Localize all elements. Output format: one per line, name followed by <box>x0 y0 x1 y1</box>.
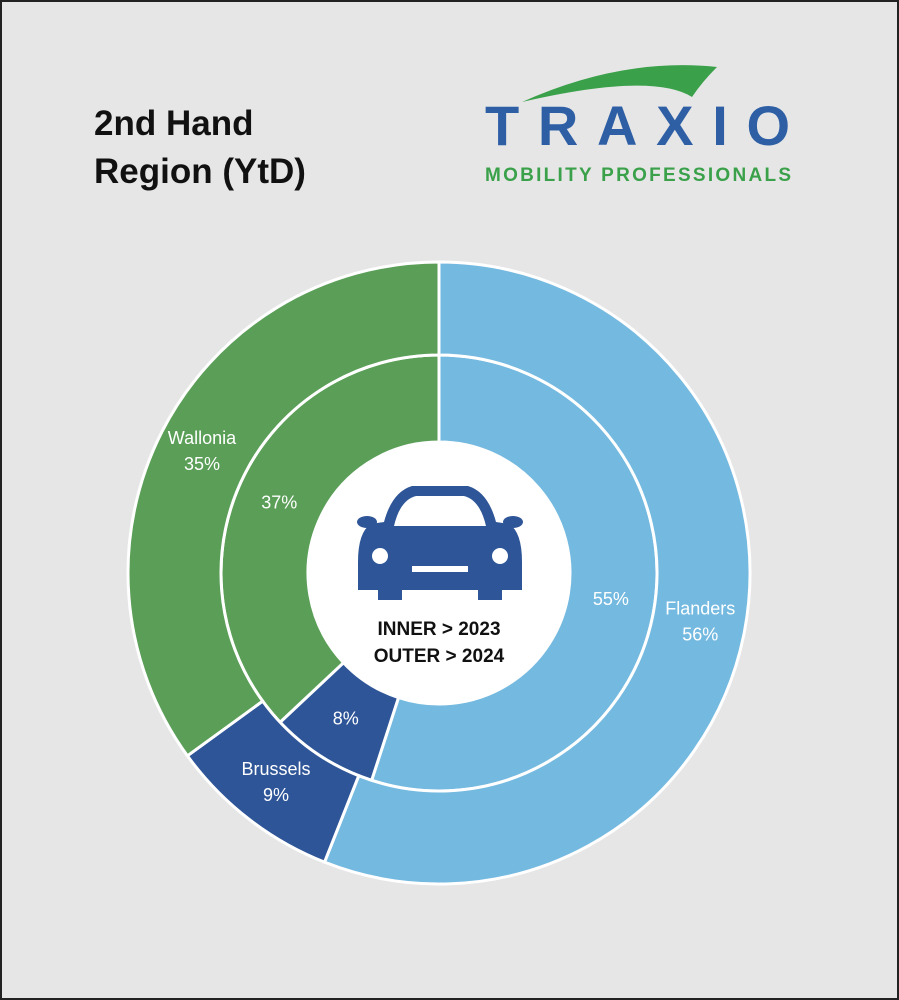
logo: TRAXIO MOBILITY PROFESSIONALS <box>485 65 791 186</box>
donut-segment <box>322 260 752 886</box>
chart-title: 2nd Hand Region (YtD) <box>94 104 306 191</box>
donut: 55% 8% 37% Flanders 56% Brussels 9% Wallonia 35% <box>126 260 752 886</box>
value-label: 55% <box>593 589 629 609</box>
logo-tagline: MOBILITY PROFESSIONALS <box>485 165 791 186</box>
value-label: 35% <box>184 454 220 474</box>
logo-swoosh <box>522 65 717 102</box>
segment-name: Wallonia <box>168 428 237 448</box>
value-label: 9% <box>263 785 289 805</box>
legend-entry: OUTER > 2024 <box>374 646 505 667</box>
car-icon <box>357 486 523 600</box>
value-label: 37% <box>261 493 297 513</box>
value-label: 56% <box>682 625 718 645</box>
segment-name: Flanders <box>665 599 735 619</box>
segment-name: Brussels <box>241 759 310 779</box>
value-label: 8% <box>333 709 359 729</box>
donut-segment <box>126 260 441 758</box>
legend-entry: INNER > 2023 <box>377 619 500 640</box>
logo-name: TRAXIO <box>485 94 790 157</box>
